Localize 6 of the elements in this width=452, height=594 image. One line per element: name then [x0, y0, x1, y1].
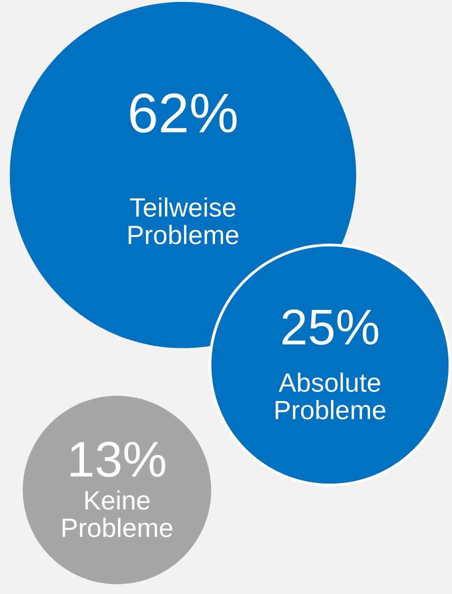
- data-label: 25%: [282, 309, 378, 345]
- category-label: Teilweise Probleme: [128, 197, 238, 244]
- category-label: Absolute Probleme: [276, 372, 386, 420]
- data-label: 62%: [130, 93, 237, 133]
- category-label: Keine Probleme: [62, 490, 172, 538]
- data-label: 13%: [70, 442, 166, 478]
